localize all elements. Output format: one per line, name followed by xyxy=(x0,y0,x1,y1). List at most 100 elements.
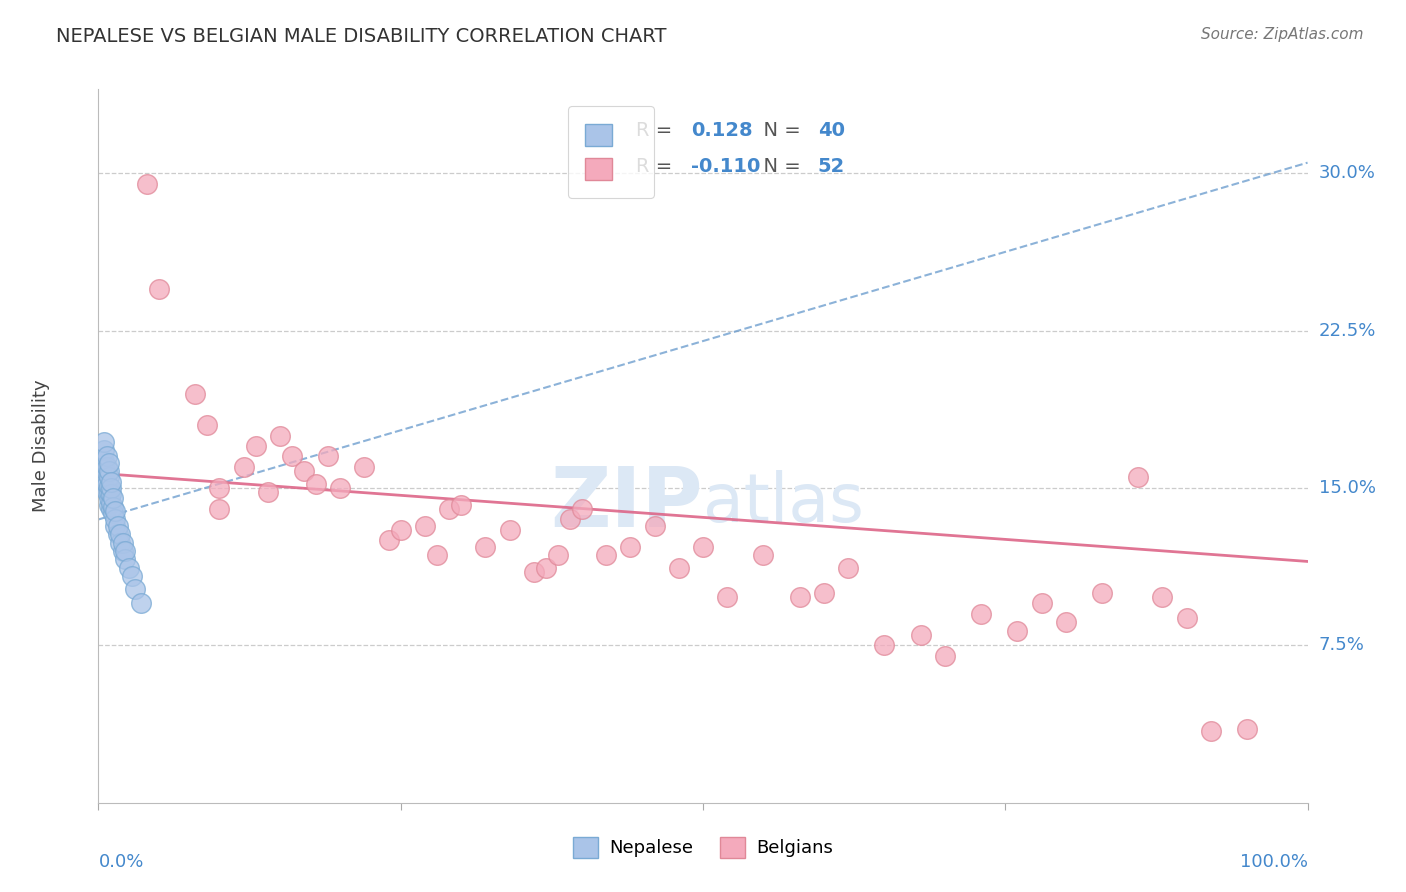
Point xyxy=(98,479,121,493)
Point xyxy=(1199,724,1222,739)
Point xyxy=(98,470,121,484)
Point xyxy=(413,518,436,533)
Point xyxy=(208,502,231,516)
Text: ZIP: ZIP xyxy=(551,463,703,543)
Point xyxy=(98,491,121,506)
Point xyxy=(1031,596,1053,610)
Point xyxy=(93,453,115,467)
Point xyxy=(437,502,460,516)
Point xyxy=(121,569,143,583)
Text: R =: R = xyxy=(637,157,679,176)
Point xyxy=(114,552,136,566)
Point xyxy=(104,512,127,526)
Text: N =: N = xyxy=(751,121,807,140)
Point xyxy=(111,544,134,558)
Point xyxy=(114,544,136,558)
Point xyxy=(934,648,956,663)
Point xyxy=(547,548,569,562)
Point xyxy=(595,548,617,562)
Point xyxy=(96,476,118,491)
Text: atlas: atlas xyxy=(703,470,863,536)
Point xyxy=(789,590,811,604)
Text: N =: N = xyxy=(751,157,807,176)
Point xyxy=(450,498,472,512)
Text: 15.0%: 15.0% xyxy=(1319,479,1375,497)
Point xyxy=(558,512,581,526)
Point xyxy=(305,476,328,491)
Point xyxy=(813,586,835,600)
Point xyxy=(837,560,859,574)
Point xyxy=(101,491,124,506)
Point xyxy=(644,518,666,533)
Point xyxy=(100,487,122,501)
Point xyxy=(104,518,127,533)
Point xyxy=(93,434,115,449)
Point xyxy=(245,439,267,453)
Point xyxy=(100,502,122,516)
Point xyxy=(118,560,141,574)
Point xyxy=(873,639,896,653)
Point xyxy=(100,496,122,510)
Point xyxy=(100,481,122,495)
Text: Source: ZipAtlas.com: Source: ZipAtlas.com xyxy=(1201,27,1364,42)
Point xyxy=(100,475,122,489)
Point xyxy=(104,504,127,518)
Point xyxy=(1007,624,1029,638)
Point xyxy=(124,582,146,596)
Point xyxy=(96,450,118,464)
Point xyxy=(716,590,738,604)
Point xyxy=(129,596,152,610)
Point xyxy=(292,464,315,478)
Point xyxy=(98,456,121,470)
Point xyxy=(93,443,115,458)
Point xyxy=(96,460,118,475)
Point xyxy=(256,485,278,500)
Point xyxy=(96,485,118,500)
Text: 52: 52 xyxy=(818,157,845,176)
Point xyxy=(910,628,932,642)
Point xyxy=(668,560,690,574)
Point xyxy=(281,450,304,464)
Text: NEPALESE VS BELGIAN MALE DISABILITY CORRELATION CHART: NEPALESE VS BELGIAN MALE DISABILITY CORR… xyxy=(56,27,666,45)
Point xyxy=(101,506,124,520)
Text: 0.128: 0.128 xyxy=(690,121,752,140)
Point xyxy=(148,282,170,296)
Text: 100.0%: 100.0% xyxy=(1240,853,1308,871)
Point xyxy=(111,535,134,549)
Point xyxy=(108,527,131,541)
Point xyxy=(1091,586,1114,600)
Point xyxy=(692,540,714,554)
Point xyxy=(970,607,993,621)
Text: 40: 40 xyxy=(818,121,845,140)
Point xyxy=(389,523,412,537)
Text: 30.0%: 30.0% xyxy=(1319,164,1375,182)
Text: 0.0%: 0.0% xyxy=(98,853,143,871)
Point xyxy=(98,498,121,512)
Point xyxy=(96,467,118,481)
Point xyxy=(101,500,124,514)
Point xyxy=(1175,611,1198,625)
Point xyxy=(353,460,375,475)
Point xyxy=(474,540,496,554)
Text: -0.110: -0.110 xyxy=(690,157,761,176)
Text: Male Disability: Male Disability xyxy=(32,380,51,512)
Point xyxy=(619,540,641,554)
Point xyxy=(93,460,115,475)
Text: 22.5%: 22.5% xyxy=(1319,321,1376,340)
Point xyxy=(752,548,775,562)
Point xyxy=(107,518,129,533)
Point xyxy=(195,417,218,432)
Point xyxy=(498,523,520,537)
Point xyxy=(1054,615,1077,630)
Text: 7.5%: 7.5% xyxy=(1319,636,1365,655)
Point xyxy=(107,527,129,541)
Point xyxy=(329,481,352,495)
Point xyxy=(426,548,449,562)
Point xyxy=(93,470,115,484)
Point xyxy=(269,428,291,442)
Point xyxy=(316,450,339,464)
Point xyxy=(571,502,593,516)
Point xyxy=(108,535,131,549)
Point xyxy=(208,481,231,495)
Point xyxy=(98,464,121,478)
